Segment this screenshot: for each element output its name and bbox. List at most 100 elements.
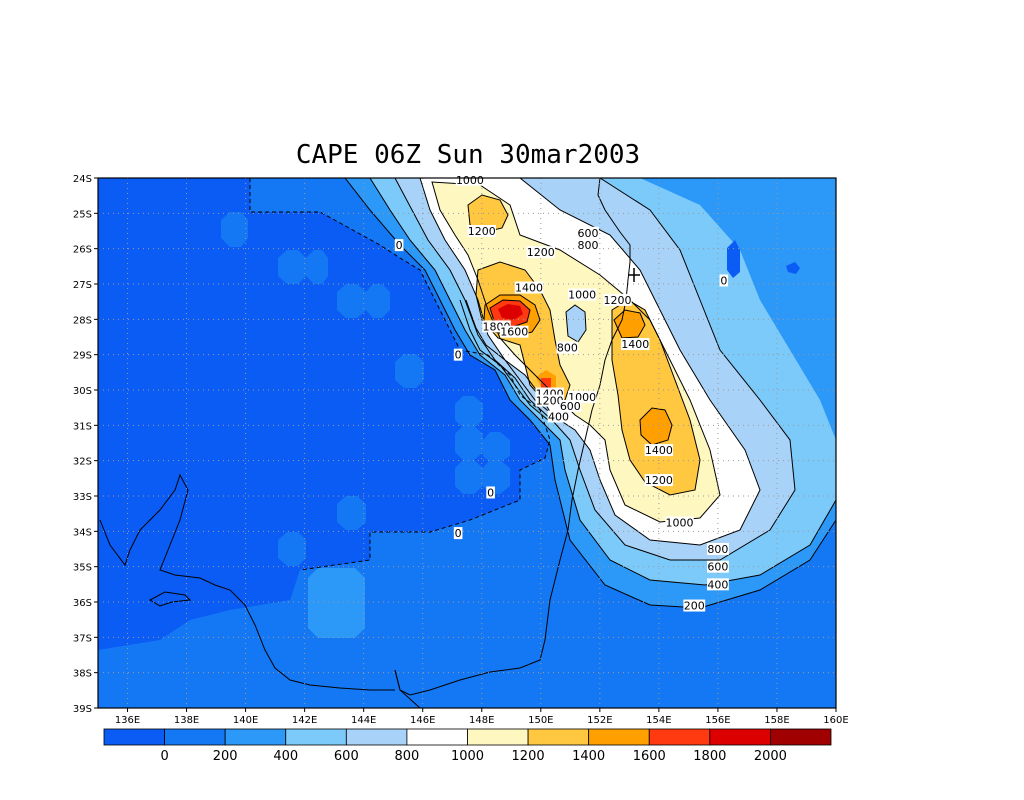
lat-tick-label: 32S bbox=[73, 457, 92, 468]
lon-tick-label: 146E bbox=[410, 715, 435, 726]
lon-tick-label: 160E bbox=[823, 715, 848, 726]
lon-tick-label: 138E bbox=[174, 715, 199, 726]
band-below-0-west bbox=[98, 178, 550, 650]
lat-tick-label: 39S bbox=[73, 704, 92, 715]
isolated-cells bbox=[221, 212, 800, 672]
contour-label: 1200 bbox=[527, 246, 555, 259]
contour-label: 1000 bbox=[456, 174, 484, 187]
map-frame bbox=[97, 177, 837, 709]
cell bbox=[366, 284, 390, 318]
contour-label-bg bbox=[556, 341, 579, 354]
lat-tick-label: 34S bbox=[73, 527, 92, 538]
colorbar-label: 200 bbox=[213, 749, 238, 764]
contour-label: 1400 bbox=[645, 444, 673, 457]
colorbar-swatch bbox=[406, 728, 468, 746]
longitude-axis: 136E 138E 140E 142E 144E 146E 148E 150E 152E 154E… bbox=[115, 708, 849, 726]
map-title: CAPE 06Z Sun 30mar2003 bbox=[295, 140, 641, 170]
lat-tick-label: 36S bbox=[73, 598, 92, 609]
contour-fill-layer bbox=[98, 178, 836, 708]
colorbar-label: 1800 bbox=[693, 749, 726, 764]
colorbar-label: 1400 bbox=[572, 749, 605, 764]
cell bbox=[455, 460, 483, 494]
lat-tick-label: 38S bbox=[73, 669, 92, 680]
band-1400-1600-east1 bbox=[614, 310, 645, 338]
cell bbox=[395, 354, 424, 388]
contour-0-dashed bbox=[249, 178, 551, 571]
lat-tick-label: 31S bbox=[73, 421, 92, 432]
contour-label-bg bbox=[559, 399, 582, 412]
contour-label: 0 bbox=[455, 527, 462, 540]
contour-label: 800 bbox=[578, 239, 599, 252]
lon-tick-label: 156E bbox=[705, 715, 730, 726]
colorbar-swatch bbox=[164, 728, 226, 746]
contour-1000 bbox=[431, 181, 721, 523]
coastline-tas-north bbox=[394, 669, 421, 708]
contour-label-bg bbox=[535, 394, 564, 407]
contour-label: 1200 bbox=[604, 294, 632, 307]
contour-label: 0 bbox=[455, 349, 462, 362]
contour-label-bg bbox=[526, 246, 555, 259]
contour-label-bg bbox=[394, 239, 404, 252]
contour-label-bg bbox=[644, 444, 674, 457]
cell bbox=[455, 426, 483, 460]
contour-label: 400 bbox=[707, 578, 728, 591]
contour-label-bg bbox=[514, 281, 544, 294]
contour-1400-east2 bbox=[639, 407, 673, 446]
contour-label-bg bbox=[467, 225, 496, 237]
lon-tick-label: 140E bbox=[233, 715, 258, 726]
band-1600-1800-south bbox=[541, 378, 551, 389]
contour-label: 600 bbox=[578, 227, 599, 240]
contour-label-bg bbox=[603, 293, 632, 306]
band-1800-2000 bbox=[498, 304, 523, 320]
contour-label: 800 bbox=[707, 543, 728, 556]
cell bbox=[483, 432, 510, 462]
lon-tick-label: 142E bbox=[292, 715, 317, 726]
lat-tick-label: 35S bbox=[73, 563, 92, 574]
lon-tick-label: 136E bbox=[115, 715, 140, 726]
contour-label-bg bbox=[547, 410, 570, 423]
contour-label: 1200 bbox=[536, 395, 564, 408]
cell bbox=[278, 532, 306, 566]
contour-400 bbox=[369, 178, 836, 586]
contour-label: 1200 bbox=[468, 225, 496, 238]
band-800-1000-hole bbox=[566, 305, 586, 342]
lat-tick-label: 33S bbox=[73, 492, 92, 503]
contour-label: 0 bbox=[396, 239, 403, 252]
contour-label-bg bbox=[707, 543, 729, 555]
cell bbox=[221, 212, 248, 247]
lat-tick-label: 29S bbox=[73, 351, 92, 362]
colorbar-swatch bbox=[467, 728, 529, 746]
contour-label-bg bbox=[486, 486, 495, 499]
contour-packed bbox=[459, 299, 549, 421]
contour-label: 0 bbox=[720, 274, 727, 287]
contour-label: 1400 bbox=[621, 338, 649, 351]
contour-label-bg bbox=[621, 338, 650, 351]
contour-label: 1000 bbox=[568, 289, 596, 302]
grid-lines bbox=[98, 178, 836, 708]
cell bbox=[308, 568, 365, 638]
contour-packed bbox=[465, 299, 554, 416]
contour-1200-east bbox=[611, 299, 701, 496]
contour-label-bg bbox=[453, 348, 463, 361]
lon-tick-label: 150E bbox=[528, 715, 553, 726]
colorbar-label: 1600 bbox=[633, 749, 666, 764]
cell bbox=[786, 262, 800, 274]
cell bbox=[278, 638, 306, 672]
cell bbox=[483, 460, 510, 494]
contour-600 bbox=[394, 178, 796, 561]
colorbar-swatch bbox=[285, 728, 347, 746]
colorbar-label: 800 bbox=[395, 749, 420, 764]
lat-tick-label: 24S bbox=[73, 174, 92, 185]
contour-1400-east1 bbox=[613, 309, 646, 339]
contour-label-bg bbox=[577, 226, 599, 239]
contour-label: 200 bbox=[684, 600, 705, 613]
colorbar-label: 1200 bbox=[512, 749, 545, 764]
cell bbox=[455, 396, 483, 428]
cell bbox=[727, 240, 740, 278]
coastline-australia-east bbox=[394, 178, 631, 696]
contour-label-bg bbox=[719, 274, 729, 287]
colorbar-swatch bbox=[588, 728, 650, 746]
colorbar-swatch bbox=[709, 728, 771, 746]
lat-tick-label: 28S bbox=[73, 315, 92, 326]
